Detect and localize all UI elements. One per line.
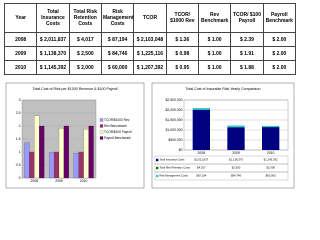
table-row: 2008 $ 2,011,837 $ 4,017 $ 87,194 $ 2,103,04… (3, 32, 297, 47)
table-cell: $ 60,000 (100, 60, 135, 75)
bar (73, 153, 79, 179)
bar (262, 125, 280, 128)
cost-table: Year Total Insurance Costs Total Risk Rete… (3, 3, 297, 75)
legend-swatch (99, 118, 104, 122)
data-table-value: $1,145,392 (264, 158, 278, 162)
legend-label: Total Insurance Costs (160, 158, 186, 162)
table-cell: $ 1,145,392 (36, 60, 70, 75)
table-cell: $ 2.00 (262, 60, 297, 75)
y-tick-label: 1.5 (16, 137, 21, 141)
bar (227, 127, 245, 150)
y-tick-label: $500,000 (168, 138, 182, 142)
data-table-value: $60,000 (266, 174, 277, 178)
table-cell: $ 2,000 (68, 60, 102, 75)
page: {"table": { "headers": ["Year", "Total I… (3, 3, 297, 189)
bar (192, 109, 210, 150)
legend-label: TCOR/$100 Payroll (104, 130, 132, 134)
bar (39, 125, 45, 179)
y-tick-label: $2,000,000 (166, 108, 183, 112)
data-table-row (154, 171, 289, 181)
y-tick-label: 0 (19, 176, 21, 180)
y-tick-label: $2,500,000 (166, 98, 183, 102)
bar (34, 115, 40, 179)
legend-swatch (99, 130, 104, 134)
bar (192, 107, 210, 110)
data-table-value: $1,138,370 (229, 158, 243, 162)
data-table-value: $84,746 (231, 174, 242, 178)
table-row: 2010 $ 1,145,392 $ 2,000 $ 60,000 $ 1,207,39… (3, 60, 297, 75)
column-header: Total Risk Retention Costs (68, 3, 102, 33)
y-tick-label: 3 (19, 98, 21, 102)
x-tick-label: 2009 (55, 179, 63, 183)
legend-swatch (156, 166, 159, 170)
y-tick-label: 2.5 (16, 111, 21, 115)
bar (88, 125, 94, 179)
legend-swatch (156, 174, 159, 178)
chart-title: Total Cost of Risk per $1000 Revenue & $… (33, 87, 118, 91)
bar (78, 151, 84, 179)
bar (58, 128, 65, 179)
legend-label: Payroll Benchmark (104, 136, 131, 140)
bar (262, 127, 280, 150)
column-header: Rev Benchmark (197, 3, 232, 33)
legend-swatch (99, 136, 104, 140)
column-header: TCOR/ $1000 Rev (165, 3, 199, 33)
chart-title: Total Cost of Insurable Risk Yearly Comp… (186, 87, 261, 91)
legend-swatch (99, 124, 104, 128)
y-tick-label: 1 (19, 150, 21, 154)
x-tick-label: 2010 (80, 179, 88, 183)
data-table-value: $4,017 (197, 166, 206, 170)
x-tick-label: 2008 (31, 179, 39, 183)
y-tick-label: 2 (19, 124, 21, 128)
data-table-value: $2,000 (266, 166, 275, 170)
table-cell: $ 2.00 (262, 32, 297, 47)
bar (83, 129, 89, 179)
legend-label: TCOR/$1000 Rev (104, 118, 130, 122)
data-table-value: $2,500 (232, 166, 241, 170)
data-table-value: $2,011,837 (194, 158, 208, 162)
bar (49, 152, 55, 179)
legend-swatch (156, 158, 159, 162)
y-tick-label: $0 (179, 148, 183, 152)
column-header: Year (3, 3, 38, 33)
charts: Total Cost of Risk per $1000 Revenue & $… (5, 82, 295, 189)
bar (29, 151, 35, 179)
bar (53, 151, 60, 179)
y-tick-label: 0.5 (16, 163, 21, 167)
y-tick-label: $1,500,000 (166, 118, 183, 122)
bar (24, 142, 30, 179)
data-table-value: $87,194 (196, 174, 207, 178)
x-tick-label: 2010 (267, 151, 275, 155)
column-header: TCOR (133, 3, 167, 33)
bar (63, 125, 69, 179)
y-tick-label: $1,000,000 (166, 128, 183, 132)
legend-label: Rev Benchmark (104, 124, 127, 128)
legend-label: Total Risk Retention Costs (160, 166, 191, 170)
x-tick-label: 2008 (198, 151, 206, 155)
x-tick-label: 2009 (232, 151, 240, 155)
bar (227, 125, 245, 128)
column-header: Risk Management Costs (100, 3, 135, 33)
legend-label: Risk Management Costs (160, 174, 189, 178)
